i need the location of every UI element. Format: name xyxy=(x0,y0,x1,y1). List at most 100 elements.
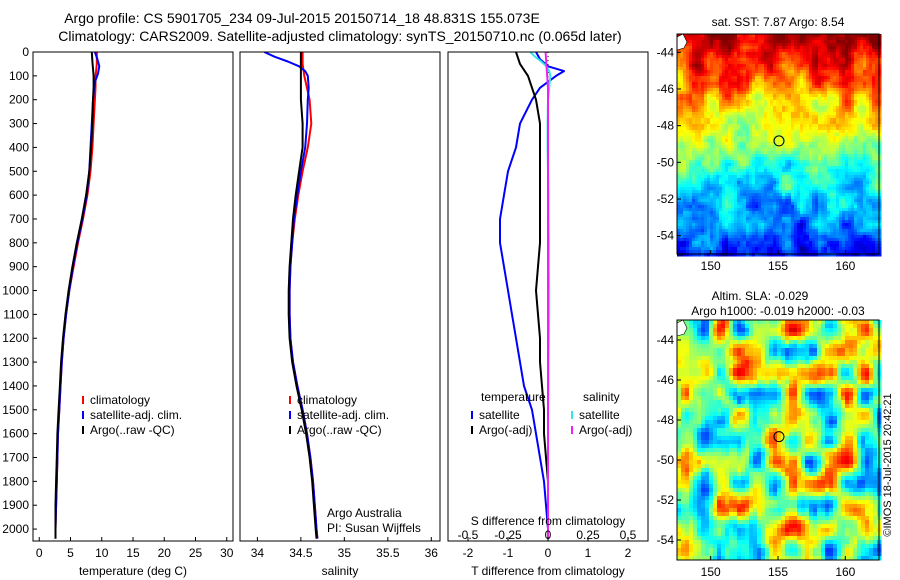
heatmap-cell xyxy=(869,232,873,236)
heatmap-cell xyxy=(866,139,870,143)
heatmap-cell xyxy=(818,64,822,68)
heatmap-cell xyxy=(776,175,780,179)
heatmap-cell xyxy=(854,46,858,50)
heatmap-cell xyxy=(734,163,738,167)
heatmap-cell xyxy=(728,163,732,167)
heatmap-cell xyxy=(728,127,732,131)
heatmap-cell xyxy=(857,151,861,155)
heatmap-cell xyxy=(734,142,738,146)
heatmap-cell xyxy=(767,181,771,185)
heatmap-cell xyxy=(794,106,798,110)
heatmap-cell xyxy=(773,55,777,59)
heatmap-cell xyxy=(845,244,849,248)
heatmap-cell xyxy=(797,208,801,212)
heatmap-cell xyxy=(851,37,855,41)
heatmap-cell xyxy=(743,106,747,110)
heatmap-cell xyxy=(824,118,828,122)
heatmap-cell xyxy=(776,202,780,206)
heatmap-cell xyxy=(833,121,837,125)
heatmap-cell xyxy=(680,211,684,215)
heatmap-cell xyxy=(809,160,813,164)
heatmap-cell xyxy=(776,58,780,62)
heatmap-cell xyxy=(719,112,723,116)
heatmap-cell xyxy=(758,79,762,83)
heatmap-cell xyxy=(704,220,708,224)
heatmap-cell xyxy=(731,40,735,44)
heatmap-cell xyxy=(728,235,732,239)
heatmap-cell xyxy=(776,103,780,107)
heatmap-cell xyxy=(725,172,729,176)
heatmap-cell xyxy=(707,226,711,230)
heatmap-cell xyxy=(770,247,774,251)
annotation-text: PI: Susan Wijffels xyxy=(327,521,421,535)
heatmap-cell xyxy=(770,46,774,50)
heatmap-cell xyxy=(785,106,789,110)
heatmap-cell xyxy=(695,199,699,203)
heatmap-cell xyxy=(692,106,696,110)
heatmap-cell xyxy=(773,85,777,89)
heatmap-cell xyxy=(791,223,795,227)
heatmap-cell xyxy=(707,166,711,170)
heatmap-cell xyxy=(752,118,756,122)
heatmap-cell xyxy=(791,88,795,92)
heatmap-cell xyxy=(848,55,852,59)
heatmap-cell xyxy=(863,169,867,173)
heatmap-cell xyxy=(824,226,828,230)
heatmap-cell xyxy=(812,226,816,230)
heatmap-cell xyxy=(740,40,744,44)
heatmap-cell xyxy=(752,148,756,152)
heatmap-cell xyxy=(794,166,798,170)
heatmap-cell xyxy=(788,154,792,158)
heatmap-cell xyxy=(698,37,702,41)
heatmap-cell xyxy=(803,124,807,128)
heatmap-cell xyxy=(878,160,882,164)
heatmap-cell xyxy=(791,52,795,56)
heatmap-cell xyxy=(788,238,792,242)
heatmap-cell xyxy=(785,184,789,188)
heatmap-cell xyxy=(719,106,723,110)
heatmap-cell xyxy=(857,115,861,119)
heatmap-cell xyxy=(875,133,879,137)
heatmap-cell xyxy=(746,199,750,203)
heatmap-cell xyxy=(839,40,843,44)
heatmap-cell xyxy=(701,67,705,71)
heatmap-cell xyxy=(878,85,882,89)
heatmap-cell xyxy=(710,133,714,137)
heatmap-cell xyxy=(830,229,834,233)
heatmap-cell xyxy=(704,202,708,206)
heatmap-cell xyxy=(869,241,873,245)
heatmap-cell xyxy=(773,88,777,92)
heatmap-cell xyxy=(821,61,825,65)
heatmap-cell xyxy=(872,127,876,131)
heatmap-cell xyxy=(698,115,702,119)
heatmap-cell xyxy=(836,178,840,182)
heatmap-cell xyxy=(818,166,822,170)
heatmap-cell xyxy=(806,91,810,95)
heatmap-cell xyxy=(791,70,795,74)
heatmap-cell xyxy=(737,235,741,239)
heatmap-cell xyxy=(797,223,801,227)
heatmap-cell xyxy=(740,166,744,170)
heatmap-cell xyxy=(821,64,825,68)
heatmap-cell xyxy=(803,130,807,134)
heatmap-cell xyxy=(686,115,690,119)
heatmap-cell xyxy=(821,244,825,248)
heatmap-cell xyxy=(773,124,777,128)
heatmap-cell xyxy=(710,73,714,77)
heatmap-cell xyxy=(755,220,759,224)
heatmap-cell xyxy=(770,223,774,227)
heatmap-cell xyxy=(848,166,852,170)
heatmap-cell xyxy=(719,43,723,47)
heatmap-cell xyxy=(830,70,834,74)
heatmap-cell xyxy=(722,46,726,50)
heatmap-cell xyxy=(797,112,801,116)
heatmap-cell xyxy=(803,244,807,248)
heatmap-cell xyxy=(800,124,804,128)
heatmap-cell xyxy=(866,232,870,236)
heatmap-cell xyxy=(773,58,777,62)
heatmap-cell xyxy=(800,196,804,200)
heatmap-cell xyxy=(782,145,786,149)
heatmap-cell xyxy=(698,58,702,62)
heatmap-cell xyxy=(677,67,681,71)
heatmap-cell xyxy=(875,220,879,224)
